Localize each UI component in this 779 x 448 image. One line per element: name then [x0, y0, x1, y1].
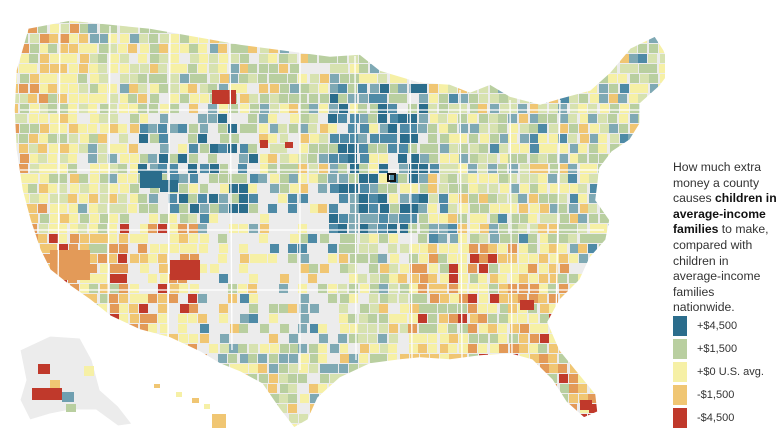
legend-label: -$1,500 — [697, 388, 735, 401]
map-caption: How much extra money a county causes chi… — [673, 160, 777, 316]
legend-swatch — [673, 338, 687, 359]
legend-swatch — [673, 384, 687, 405]
color-legend: +$4,500 +$1,500 +$0 U.S. avg. -$1,500 -$4,50… — [673, 314, 764, 429]
contiguous-us — [13, 19, 665, 429]
legend-item: -$4,500 — [673, 406, 764, 429]
legend-item: -$1,500 — [673, 383, 764, 406]
legend-label: +$4,500 — [697, 319, 738, 332]
state-borders — [20, 23, 640, 370]
us-outline — [13, 19, 665, 429]
legend-item: +$4,500 — [673, 314, 764, 337]
legend-item: +$1,500 — [673, 337, 764, 360]
legend-label: +$1,500 — [697, 342, 738, 355]
legend-item: +$0 U.S. avg. — [673, 360, 764, 383]
county-choropleth-map[interactable] — [0, 0, 665, 448]
highlighted-county[interactable] — [387, 173, 396, 182]
caption-text-2: to make, compared with children in avera… — [673, 222, 769, 315]
legend-label: +$0 U.S. avg. — [697, 365, 764, 378]
legend-swatch — [673, 315, 687, 336]
alaska — [19, 335, 133, 427]
hawaii — [154, 384, 226, 428]
legend-swatch — [673, 407, 687, 428]
legend-swatch — [673, 361, 687, 382]
map-svg[interactable] — [0, 0, 665, 448]
caption-text-1: How much extra money a county causes — [673, 160, 762, 206]
legend-label: -$4,500 — [697, 411, 735, 424]
caption-bold: children in average-income families — [673, 191, 777, 237]
